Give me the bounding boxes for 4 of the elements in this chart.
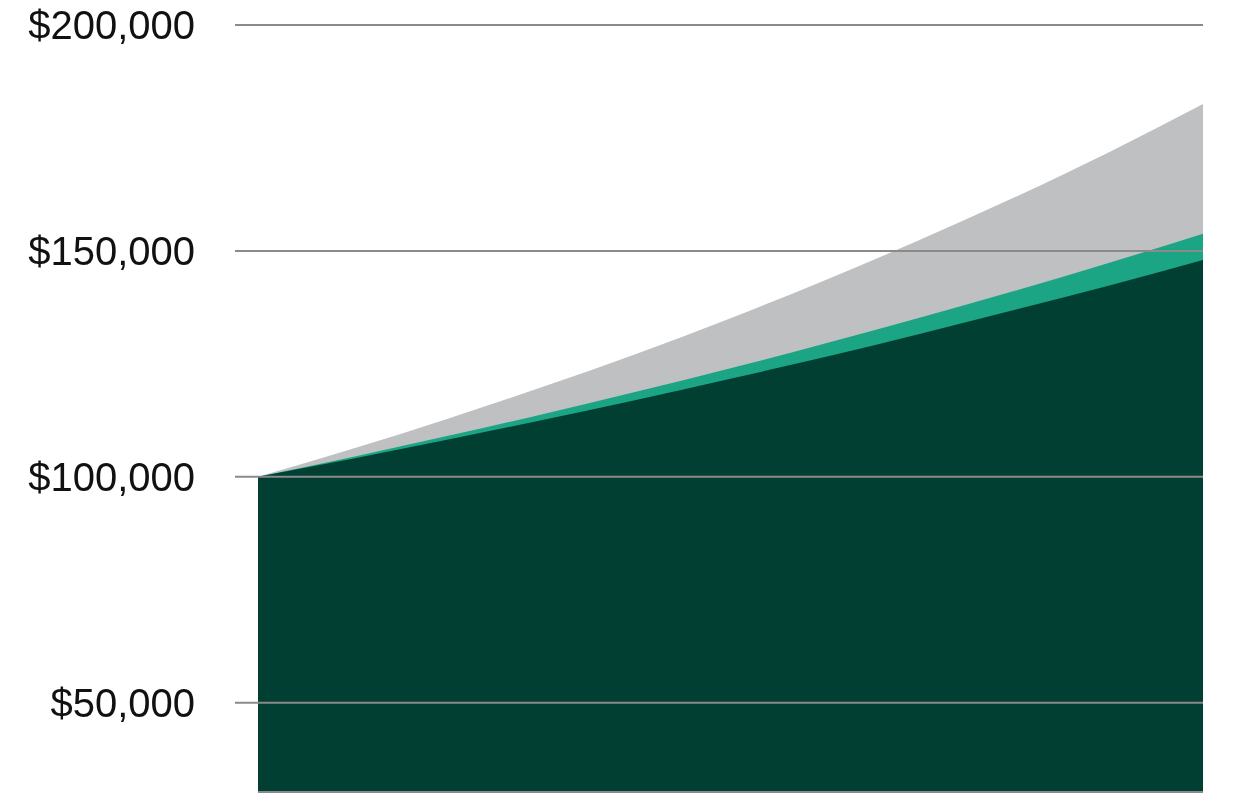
y-tick-label: $50,000 xyxy=(50,680,195,725)
y-tick-label: $150,000 xyxy=(28,228,195,273)
y-tick-label: $200,000 xyxy=(28,3,195,47)
y-tick-label: $100,000 xyxy=(28,454,195,499)
